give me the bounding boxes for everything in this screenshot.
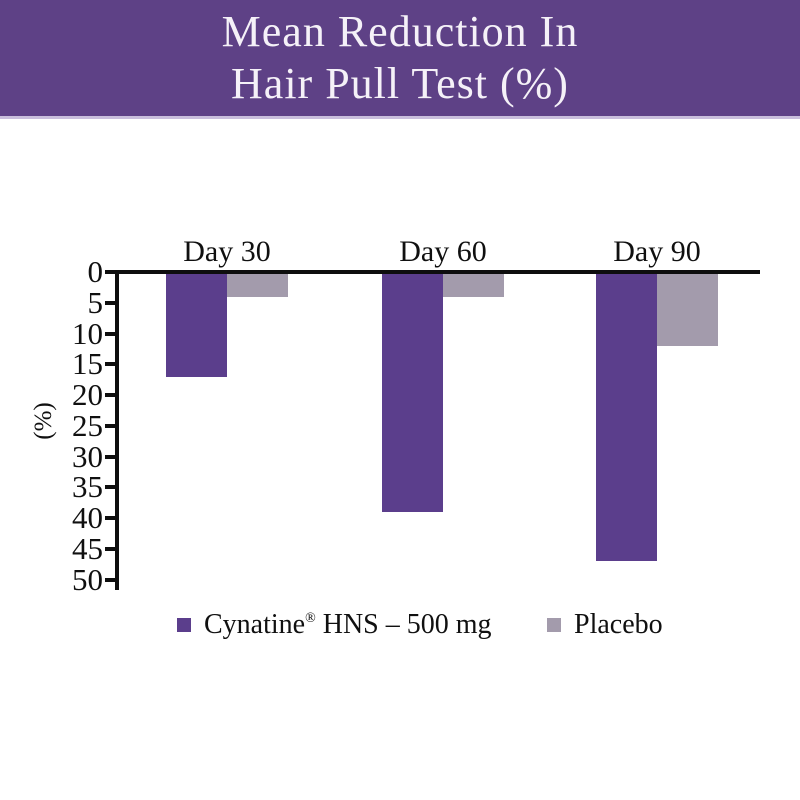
category-label-day90: Day 90 — [613, 235, 701, 268]
y-tick-mark — [105, 423, 115, 428]
legend-cynatine-brand: Cynatine — [204, 609, 306, 640]
page-title-line-1: Mean Reduction In — [221, 7, 579, 56]
y-tick-mark — [105, 454, 115, 459]
placebo-swatch-icon — [547, 618, 561, 632]
bar-placebo-day60 — [443, 272, 504, 297]
y-tick-label: 25 — [72, 407, 103, 443]
y-tick-label: 15 — [72, 346, 103, 382]
legend-label-cynatine: Cynatine® HNS – 500 mg — [204, 610, 492, 640]
category-label-day30: Day 30 — [183, 235, 271, 268]
bar-cynatine-day60 — [382, 272, 443, 512]
header-banner: Mean Reduction In Hair Pull Test (%) — [0, 0, 800, 119]
x-axis-line — [115, 270, 760, 274]
cynatine-swatch-icon — [177, 618, 191, 632]
bar-placebo-day90 — [657, 272, 718, 346]
bar-cynatine-day30 — [166, 272, 227, 377]
y-tick-label: 30 — [72, 438, 103, 474]
bar-cynatine-day90 — [596, 272, 657, 562]
category-label-day60: Day 60 — [399, 235, 487, 268]
page-title-line-2: Hair Pull Test (%) — [231, 59, 569, 108]
y-tick-mark — [105, 362, 115, 367]
bar-placebo-day30 — [227, 272, 288, 297]
y-axis-line — [115, 270, 119, 590]
y-tick-label: 0 — [87, 254, 104, 289]
y-tick-label: 20 — [72, 377, 103, 412]
y-tick-mark — [105, 270, 115, 274]
y-tick-label: 50 — [72, 561, 103, 597]
y-tick-label: 45 — [72, 530, 103, 566]
y-tick-label: 35 — [72, 469, 103, 505]
y-tick-mark — [105, 300, 115, 305]
legend-item-cynatine: Cynatine® HNS – 500 mg — [177, 610, 492, 640]
y-tick-mark — [105, 485, 115, 490]
y-tick-label: 5 — [87, 284, 104, 320]
y-tick-mark — [105, 577, 115, 582]
y-tick-label: 10 — [72, 315, 103, 351]
y-tick-label: 40 — [72, 500, 103, 535]
y-tick-mark — [105, 331, 115, 336]
registered-trademark-icon: ® — [305, 611, 316, 626]
legend-cynatine-dose: HNS – 500 mg — [315, 609, 492, 640]
y-tick-mark — [105, 516, 115, 520]
legend-label-placebo: Placebo — [574, 609, 663, 640]
y-tick-mark — [105, 546, 115, 551]
legend-item-placebo: Placebo — [547, 610, 663, 640]
y-tick-mark — [105, 393, 115, 397]
